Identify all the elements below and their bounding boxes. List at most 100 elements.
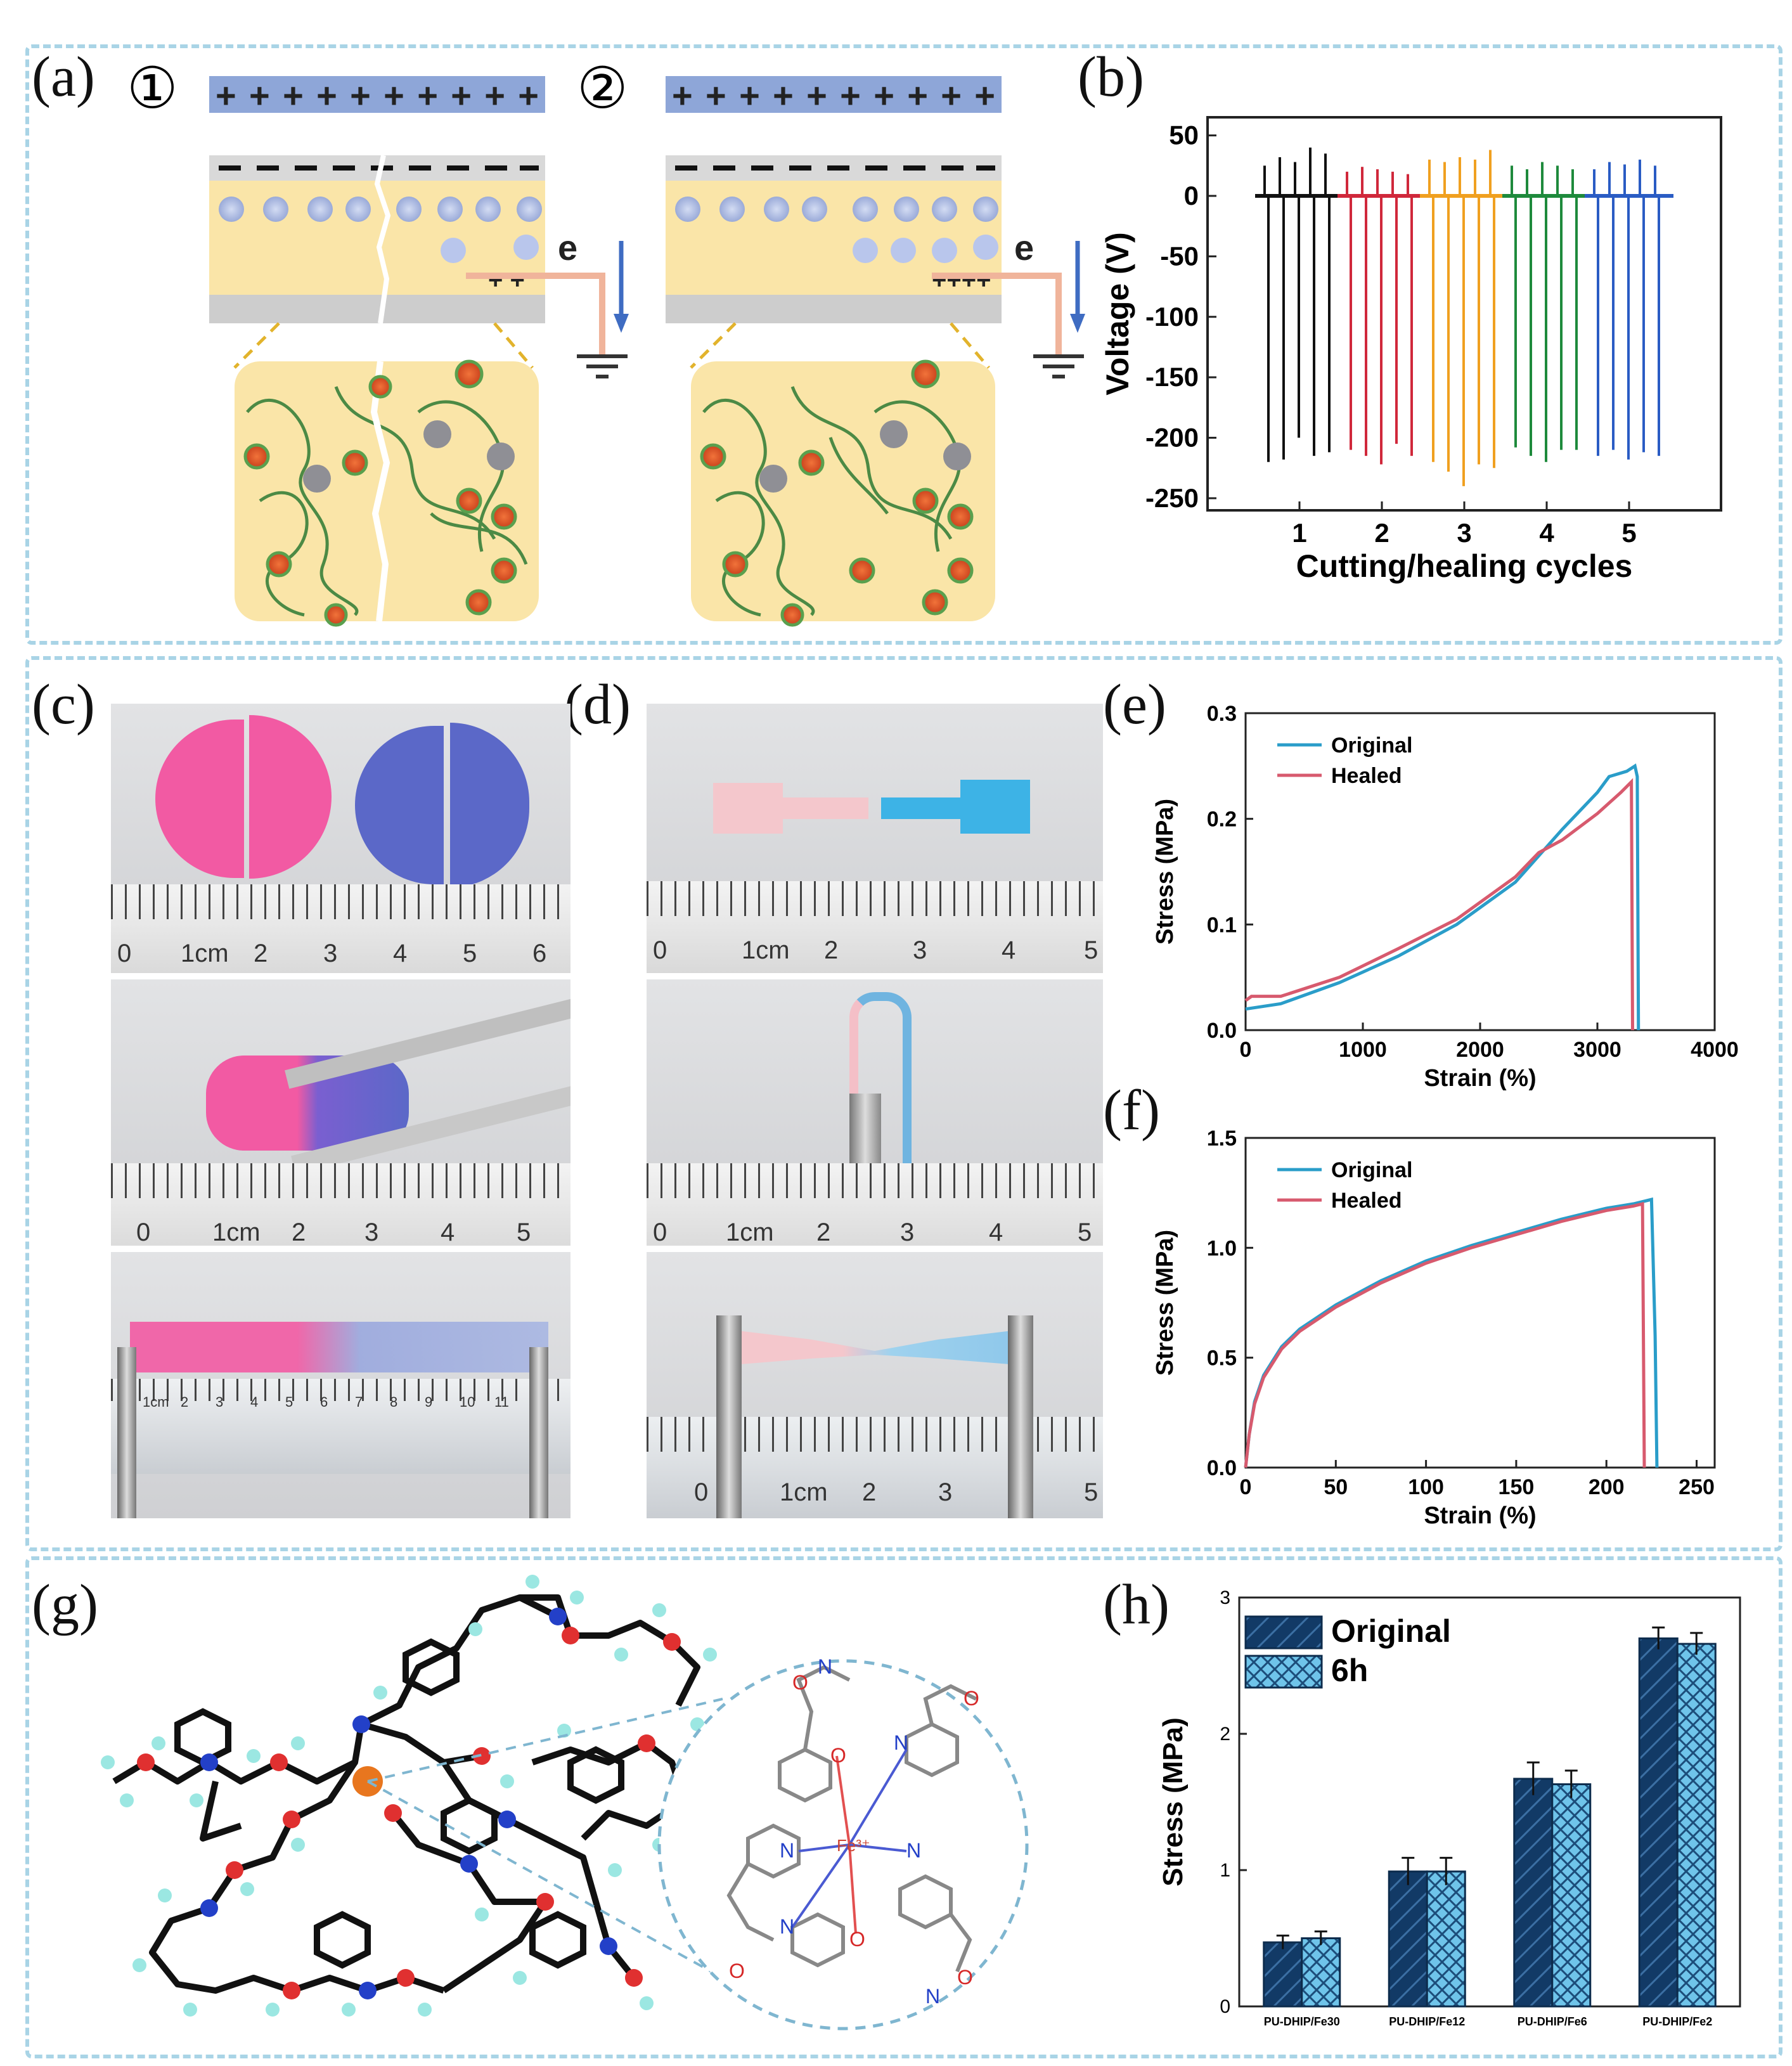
plot-frame bbox=[1244, 1137, 1716, 1469]
photo-d-dumbbells: 0 1cm 2 3 4 5 bbox=[647, 704, 1103, 973]
svg-text:O: O bbox=[964, 1687, 979, 1710]
bar-6h bbox=[1301, 1937, 1341, 2008]
ruler-c3-3: 4 bbox=[250, 1394, 259, 1410]
ruler-d3-1: 1cm bbox=[780, 1478, 828, 1506]
substrate-right bbox=[666, 295, 1002, 323]
ruler-d3-4: 5 bbox=[1084, 1478, 1099, 1506]
legend-label: Healed bbox=[1331, 764, 1402, 788]
x-axis-label: Strain (%) bbox=[1424, 1065, 1536, 1090]
x-tick-label: 1000 bbox=[1339, 1038, 1387, 1062]
blue-dumbbell bbox=[881, 797, 964, 819]
photo-d-stretched: 0 1cm 2 3 5 bbox=[647, 1252, 1103, 1518]
x-tick-label: 0 bbox=[1240, 1038, 1252, 1062]
y-tick-label: -100 bbox=[1145, 302, 1199, 332]
x-tick-label: 100 bbox=[1408, 1475, 1444, 1499]
ruler-d3: 0 1cm 2 3 5 bbox=[647, 1417, 1103, 1518]
fe-complexes-right bbox=[700, 359, 974, 627]
pink-disc-right bbox=[249, 715, 332, 879]
panel-label-a: (a) bbox=[32, 46, 95, 108]
y-tick-label: -250 bbox=[1145, 483, 1199, 513]
ruler-c3-0: 1cm bbox=[143, 1394, 169, 1410]
x-category-label: PU-DHIP/Fe2 bbox=[1642, 2015, 1712, 2028]
plus-row-left: + + + + + + + + + + bbox=[216, 75, 539, 115]
ruler-d1-4: 4 bbox=[1002, 936, 1016, 964]
nitrogen-atoms bbox=[200, 1608, 617, 1999]
y-tick-label: 3 bbox=[1220, 1587, 1230, 1608]
legend-swatch bbox=[1244, 1655, 1323, 1689]
ruler-c3-4: 5 bbox=[285, 1394, 293, 1410]
bar-6h bbox=[1676, 1643, 1717, 2008]
photo-c-cut-samples: 0 1cm 2 3 4 5 6 bbox=[111, 704, 570, 973]
legend-swatch bbox=[1244, 1615, 1323, 1650]
top-electrode-right bbox=[666, 76, 1002, 113]
x-tick-label: 4000 bbox=[1691, 1038, 1739, 1062]
frame-top bbox=[25, 44, 1782, 645]
ruler-c3: 1cm 2 3 4 5 6 7 8 9 10 11 12 bbox=[111, 1379, 570, 1474]
svg-text:N: N bbox=[894, 1731, 908, 1754]
ruler-c1-6: 6 bbox=[532, 939, 547, 967]
ruler-d2-1: 1cm bbox=[726, 1218, 774, 1246]
x-tick-label: 1 bbox=[1292, 518, 1306, 548]
coordination-bonds bbox=[726, 1665, 977, 1973]
top-electrode-left bbox=[209, 76, 545, 113]
x-tick-label: 50 bbox=[1324, 1475, 1348, 1499]
coordination-lines bbox=[791, 1748, 908, 1934]
ruler-c3-2: 3 bbox=[216, 1394, 224, 1410]
ruler-c3-9: 10 bbox=[460, 1394, 475, 1410]
negative-ions-right bbox=[853, 235, 998, 263]
y-axis-label: Voltage (V) bbox=[1100, 232, 1135, 395]
ruler-c2-0: 0 bbox=[136, 1218, 151, 1246]
y-tick-label: 50 bbox=[1169, 120, 1199, 150]
stretched-sample bbox=[130, 1322, 548, 1372]
ruler-c1-1: 1cm bbox=[181, 939, 229, 967]
y-tick-label: -50 bbox=[1160, 241, 1199, 271]
clamp-left bbox=[117, 1347, 136, 1518]
series-line-healed bbox=[1244, 1201, 1646, 1468]
stretched-dumbbell bbox=[716, 1328, 1033, 1366]
tweezers bbox=[285, 990, 570, 1089]
svg-text:N: N bbox=[925, 1985, 940, 2008]
positive-ions-left bbox=[219, 197, 542, 222]
frame-bottom bbox=[25, 1556, 1782, 2058]
y-axis-label: Stress (MPa) bbox=[1157, 1717, 1189, 1887]
x-axis-label: Cutting/healing cycles bbox=[1296, 548, 1633, 584]
ruler-c2-4: 4 bbox=[441, 1218, 455, 1246]
x-tick-label: 2 bbox=[1374, 518, 1389, 548]
plus-row-right: + + + + + + + + + + bbox=[672, 75, 995, 115]
chart-e-stress-strain: 0 1000 2000 3000 4000 0.0 0.1 0.2 0.3 Original Hea… bbox=[1152, 702, 1739, 1090]
ruler-c2-5: 5 bbox=[517, 1218, 531, 1246]
y-axis-label: Stress (MPa) bbox=[1152, 799, 1178, 945]
pink-dumbbell bbox=[713, 783, 783, 834]
chart-b-voltage: 50 0 -50 -100 -150 -200 -250 1 2 3 4 5Cutting/heali… bbox=[1100, 116, 1722, 584]
y-tick-label: 2 bbox=[1220, 1724, 1230, 1745]
svg-text:N: N bbox=[780, 1839, 794, 1862]
ruler-c3-8: 9 bbox=[425, 1394, 433, 1410]
ground-right bbox=[1033, 354, 1084, 378]
frame-middle bbox=[25, 656, 1782, 1551]
ruler-d1-5: 5 bbox=[1084, 936, 1099, 964]
fe-complexes-left bbox=[243, 359, 517, 627]
ruler-d1-0: 0 bbox=[653, 936, 667, 964]
x-tick-label: 150 bbox=[1499, 1475, 1535, 1499]
y-tick-label: 0.0 bbox=[1207, 1019, 1237, 1043]
panel-label-f: (f) bbox=[1103, 1079, 1160, 1142]
ruler-c1-4: 4 bbox=[393, 939, 408, 967]
panel-a-schematic: ① + + + + + + + + + + + + e ② + + + + + … bbox=[127, 57, 1085, 627]
charges-left: + + bbox=[488, 266, 525, 294]
x-tick-label: 3000 bbox=[1573, 1038, 1621, 1062]
bar-original bbox=[1638, 1637, 1679, 2008]
ruler-c1-3: 3 bbox=[323, 939, 338, 967]
pink-disc-left bbox=[155, 720, 244, 878]
panel-label-e: (e) bbox=[1103, 673, 1166, 736]
x-tick-label: 5 bbox=[1621, 518, 1636, 548]
ruler-c1-2: 2 bbox=[254, 939, 268, 967]
plot-frame bbox=[1238, 1596, 1741, 2008]
legend-label: Original bbox=[1331, 1613, 1451, 1649]
ruler-d2-3: 3 bbox=[900, 1218, 915, 1246]
ruler-d1-2: 2 bbox=[824, 936, 839, 964]
panel-label-c: (c) bbox=[32, 673, 95, 736]
ruler-c2-2: 2 bbox=[292, 1218, 306, 1246]
oxygen-atoms bbox=[137, 1627, 681, 1999]
panel-label-b: (b) bbox=[1078, 46, 1144, 108]
svg-text:N: N bbox=[818, 1655, 832, 1678]
